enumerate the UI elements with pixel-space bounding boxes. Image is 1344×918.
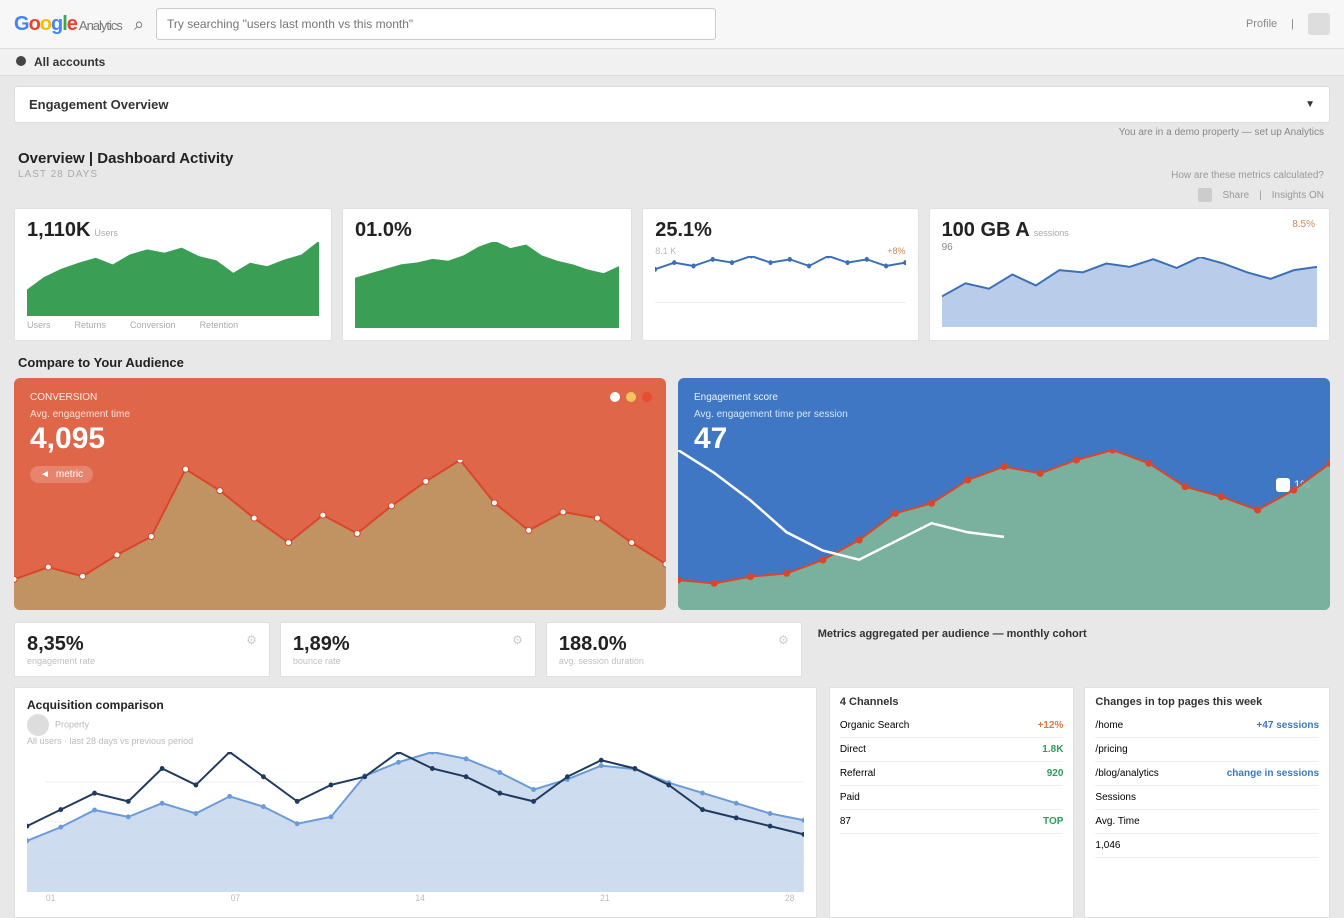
demo-notice: You are in a demo property — set up Anal…	[1119, 127, 1324, 138]
metric-card-rate[interactable]: 01.0%	[342, 208, 632, 341]
svg-text:01: 01	[46, 893, 56, 902]
list-item[interactable]: Sessions	[1095, 786, 1319, 810]
logo: GoogleAnalytics	[14, 13, 122, 36]
insights-toggle[interactable]: Insights ON	[1272, 190, 1324, 201]
delta-badge: 8.5%	[1292, 219, 1315, 230]
metric-card-sessions[interactable]: 100 GB Asessions 8.5% 96	[929, 208, 1330, 341]
chevron-down-icon: ▼	[1305, 99, 1315, 110]
compare-title: Compare to Your Audience	[0, 341, 1344, 378]
list-item[interactable]: 87TOP	[840, 810, 1064, 834]
card-footer: UsersReturnsConversionRetention	[27, 320, 319, 330]
account-bar[interactable]: All accounts	[0, 49, 1344, 76]
share-button[interactable]: Share	[1222, 190, 1249, 201]
svg-text:07: 07	[231, 893, 241, 902]
list-item[interactable]: /blog/analyticschange in sessions	[1095, 762, 1319, 786]
list-item[interactable]: Paid	[840, 786, 1064, 810]
share-icon[interactable]	[1198, 188, 1212, 202]
panel-conversion[interactable]: CONVERSION Avg. engagement time 4,095 ◄ …	[14, 378, 666, 610]
avatar-icon	[27, 714, 49, 736]
gear-icon[interactable]: ⚙	[778, 633, 789, 647]
list-item[interactable]: 1,046	[1095, 834, 1319, 858]
list-item[interactable]: /home+47 sessions	[1095, 714, 1319, 738]
metric-card-users[interactable]: 1,110KUsers UsersReturnsConversionRetent…	[14, 208, 332, 341]
svg-text:28: 28	[785, 893, 795, 902]
stat-card[interactable]: ⚙188.0%avg. session duration	[546, 622, 802, 677]
search-input[interactable]	[156, 8, 716, 40]
channels-list[interactable]: 4 Channels Organic Search+12%Direct1.8KR…	[829, 687, 1075, 918]
metric-card-percent[interactable]: 25.1% 8.1 K+8%	[642, 208, 918, 341]
gear-icon[interactable]: ⚙	[512, 633, 523, 647]
list-item[interactable]: Organic Search+12%	[840, 714, 1064, 738]
svg-text:21: 21	[600, 893, 610, 902]
svg-text:14: 14	[415, 893, 425, 902]
search-icon[interactable]: ⌕	[134, 14, 144, 35]
acquisition-chart[interactable]: Acquisition comparison Property All user…	[14, 687, 817, 918]
profile-link[interactable]: Profile	[1246, 18, 1277, 30]
side-hint: Metrics aggregated per audience — monthl…	[814, 622, 1330, 677]
stats-row: ⚙8,35%engagement rate ⚙1,89%bounce rate …	[14, 622, 802, 677]
section-title: Overview | Dashboard Activity	[0, 142, 1344, 169]
breadcrumb-select[interactable]: Engagement Overview▼	[14, 86, 1330, 123]
list-item[interactable]: /pricing	[1095, 738, 1319, 762]
stat-card[interactable]: ⚙1,89%bounce rate	[280, 622, 536, 677]
metrics-hint: How are these metrics calculated?	[1171, 170, 1324, 181]
list-item[interactable]: Direct1.8K	[840, 738, 1064, 762]
panel-engagement[interactable]: Engagement score Avg. engagement time pe…	[678, 378, 1330, 610]
gear-icon[interactable]: ⚙	[246, 633, 257, 647]
top-bar: GoogleAnalytics ⌕ Profile |	[0, 0, 1344, 49]
list-item[interactable]: Referral920	[840, 762, 1064, 786]
pages-list[interactable]: Changes in top pages this week /home+47 …	[1084, 687, 1330, 918]
date-range[interactable]: LAST 28 DAYS	[0, 169, 116, 188]
apps-icon[interactable]	[1308, 13, 1330, 35]
stat-card[interactable]: ⚙8,35%engagement rate	[14, 622, 270, 677]
list-item[interactable]: Avg. Time	[1095, 810, 1319, 834]
